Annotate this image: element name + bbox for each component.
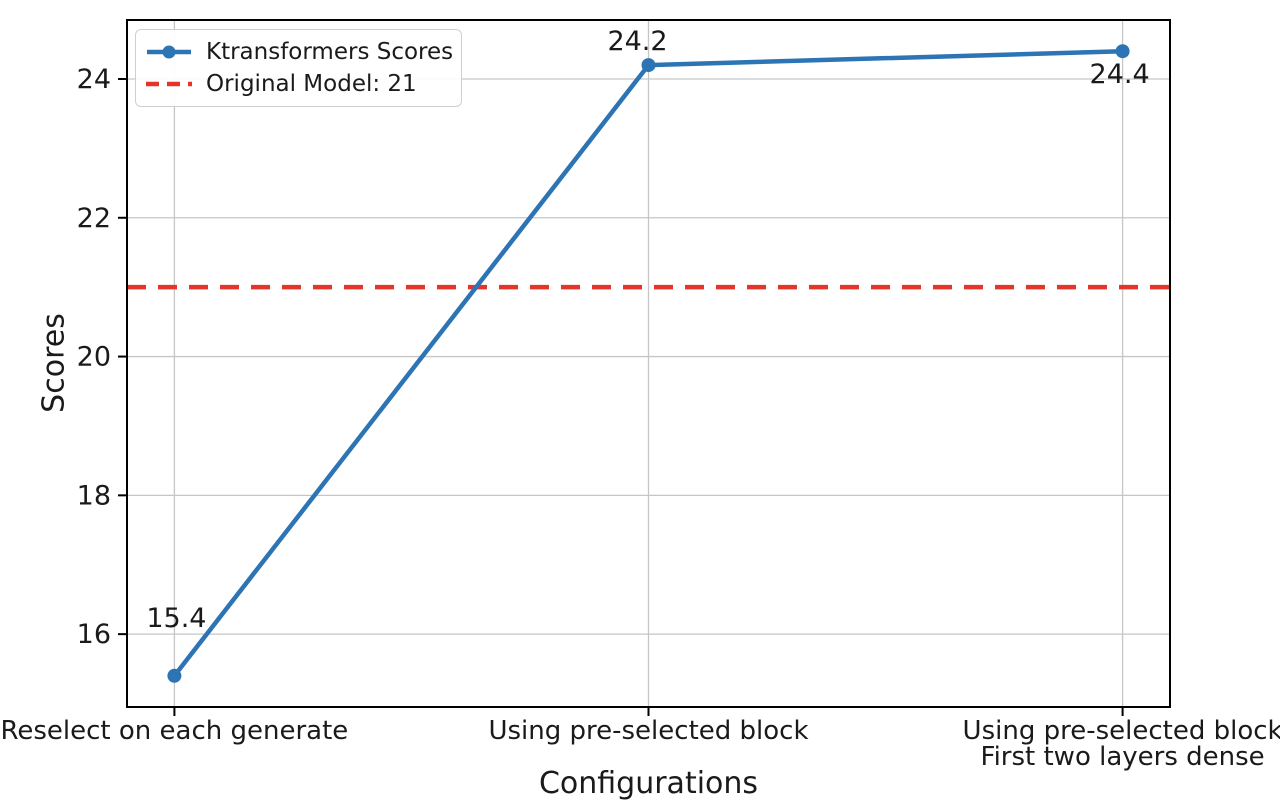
value-label: 15.4 bbox=[146, 603, 206, 634]
y-tick-label: 22 bbox=[77, 203, 111, 234]
y-axis-label: Scores bbox=[36, 313, 72, 413]
y-tick-label: 24 bbox=[77, 64, 111, 95]
data-point-marker bbox=[641, 58, 656, 73]
x-axis-label: Configurations bbox=[538, 766, 759, 801]
x-category-label: Reselect on each generate bbox=[0, 716, 348, 746]
legend-entry-label: Original Model: 21 bbox=[206, 71, 417, 97]
legend-entry: Ktransformers Scores bbox=[144, 37, 454, 67]
value-label: 24.4 bbox=[1090, 59, 1150, 90]
y-tick-label: 20 bbox=[77, 342, 111, 373]
legend-sample-marker bbox=[162, 45, 176, 59]
x-category-label: Using pre-selected block First two layers… bbox=[963, 716, 1280, 772]
x-category-label: Using pre-selected block bbox=[488, 716, 808, 746]
y-tick-label: 16 bbox=[77, 619, 111, 650]
legend-entry: Original Model: 21 bbox=[144, 69, 451, 99]
value-label: 24.2 bbox=[607, 26, 667, 57]
legend: Ktransformers Scores Original Model: 21 bbox=[135, 29, 462, 107]
data-point-marker bbox=[1115, 44, 1130, 59]
legend-entry-label: Ktransformers Scores bbox=[206, 39, 454, 65]
legend-line-marker-sample bbox=[147, 45, 191, 59]
data-point-marker bbox=[167, 668, 182, 683]
y-tick-label: 18 bbox=[77, 480, 111, 511]
legend-dash-sample bbox=[146, 81, 192, 87]
